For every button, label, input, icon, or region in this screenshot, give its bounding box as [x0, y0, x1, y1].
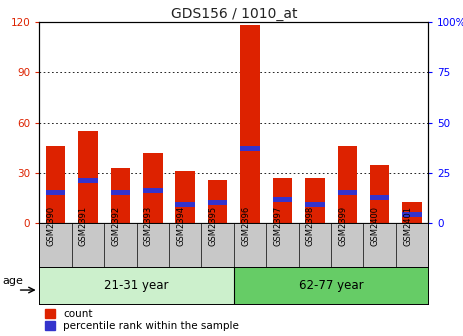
Bar: [305, 178, 325, 223]
Bar: [273, 197, 292, 202]
Bar: [78, 178, 98, 183]
Bar: [46, 146, 65, 223]
Bar: [208, 200, 227, 205]
Bar: [338, 146, 357, 223]
Bar: [402, 212, 422, 217]
Bar: [208, 180, 227, 223]
Bar: [338, 190, 357, 195]
Bar: [370, 165, 389, 223]
Title: GDS156 / 1010_at: GDS156 / 1010_at: [170, 7, 297, 21]
Text: GSM2393: GSM2393: [144, 206, 153, 246]
Text: 21-31 year: 21-31 year: [104, 279, 169, 292]
Text: GSM2397: GSM2397: [274, 206, 282, 246]
Bar: [111, 190, 130, 195]
Bar: [402, 202, 422, 223]
Bar: [305, 202, 325, 207]
Text: GSM2396: GSM2396: [241, 206, 250, 246]
Bar: [234, 267, 428, 304]
Text: GSM2391: GSM2391: [79, 206, 88, 246]
Bar: [39, 267, 234, 304]
Bar: [240, 146, 260, 151]
Bar: [175, 202, 195, 207]
Text: GSM2400: GSM2400: [371, 206, 380, 246]
Bar: [78, 131, 98, 223]
Text: GSM2398: GSM2398: [306, 206, 315, 246]
Bar: [46, 190, 65, 195]
Text: GSM2394: GSM2394: [176, 206, 185, 246]
Text: GSM2392: GSM2392: [112, 206, 120, 246]
Bar: [273, 178, 292, 223]
Text: GSM2399: GSM2399: [338, 206, 347, 246]
Bar: [240, 25, 260, 223]
Bar: [175, 171, 195, 223]
Legend: count, percentile rank within the sample: count, percentile rank within the sample: [44, 309, 239, 331]
Text: age: age: [2, 276, 23, 286]
Text: GSM2401: GSM2401: [403, 206, 412, 246]
Bar: [111, 168, 130, 223]
Bar: [143, 188, 163, 193]
Text: GSM2395: GSM2395: [209, 206, 218, 246]
Bar: [370, 195, 389, 200]
Text: GSM2390: GSM2390: [47, 206, 56, 246]
Text: 62-77 year: 62-77 year: [299, 279, 363, 292]
Bar: [143, 153, 163, 223]
